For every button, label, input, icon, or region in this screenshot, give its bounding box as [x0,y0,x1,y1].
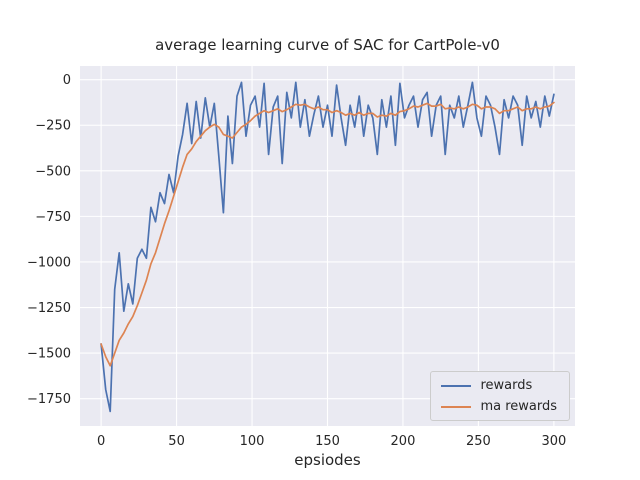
legend-label-ma-rewards: ma rewards [480,399,557,414]
y-tick-label: −500 [35,164,71,179]
x-tick-label: 0 [97,434,105,449]
y-tick-label: 0 [63,73,71,88]
x-tick-label: 250 [466,434,491,449]
ma-rewards-line-swatch [441,405,472,408]
y-tick-label: −1000 [27,255,71,270]
y-tick-label: −250 [35,119,71,134]
x-tick-label: 150 [315,434,340,449]
x-tick-label: 200 [391,434,416,449]
y-tick-label: −750 [35,210,71,225]
legend: rewards ma rewards [430,371,570,421]
y-tick-label: −1750 [27,392,71,407]
y-tick-label: −1250 [27,301,71,316]
x-axis-label: epsiodes [294,451,361,469]
legend-item-ma-rewards: ma rewards [441,400,557,413]
chart-title: average learning curve of SAC for CartPo… [155,36,500,54]
x-tick-label: 100 [240,434,265,449]
x-tick-label: 300 [541,434,566,449]
x-tick-label: 50 [168,434,185,449]
series-line-ma-rewards [100,101,555,367]
rewards-line-swatch [441,384,472,387]
legend-label-rewards: rewards [480,378,533,393]
series-line-rewards [100,81,555,413]
y-tick-label: −1500 [27,347,71,362]
legend-item-rewards: rewards [441,379,557,392]
